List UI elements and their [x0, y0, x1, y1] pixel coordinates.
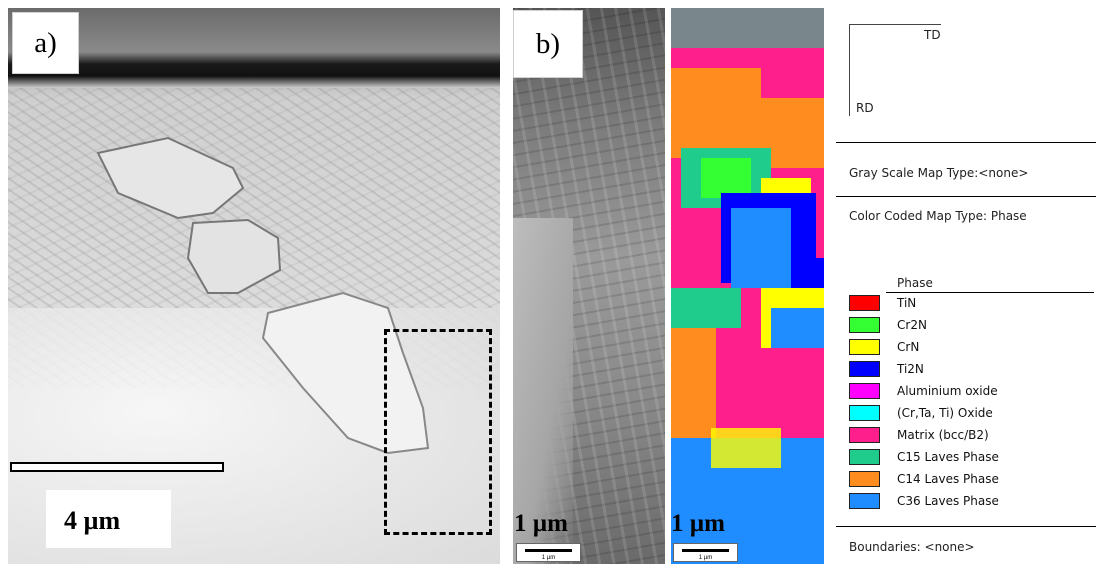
phase-legend: TD RD Gray Scale Map Type:<none> Color C… — [836, 0, 1096, 565]
phase-label-cr-ta-ti-oxide: (Cr,Ta, Ti) Oxide — [897, 406, 993, 420]
sem-image-a — [8, 8, 500, 564]
mini-scale-text-b: 1 µm — [541, 555, 556, 561]
panel-b-label: b) — [513, 10, 583, 78]
phase-label-crn: CrN — [897, 340, 920, 354]
swatch-ti2n — [849, 361, 880, 377]
grain-2 — [186, 218, 282, 294]
rd-axis-line — [849, 24, 850, 116]
phase-label-c14: C14 Laves Phase — [897, 472, 999, 486]
axis-rd-label: RD — [856, 101, 874, 115]
mini-scale-map: 1 µm — [673, 543, 738, 562]
phase-label-cr2n: Cr2N — [897, 318, 927, 332]
phase-label-ti2n: Ti2N — [897, 362, 924, 376]
swatch-tin — [849, 295, 880, 311]
phase-region-c14-left — [671, 68, 761, 158]
mini-scale-text-map: 1 µm — [698, 555, 713, 561]
color-coded-map-type: Color Coded Map Type: Phase — [849, 209, 1027, 223]
phase-label-matrix: Matrix (bcc/B2) — [897, 428, 989, 442]
phase-region-c36-mid — [731, 208, 791, 288]
mini-scale-bar-b — [525, 549, 572, 552]
sem-image-b — [513, 8, 665, 564]
scale-label-a: 4 µm — [64, 506, 121, 535]
ebsd-phase-map — [671, 8, 824, 564]
scale-label-b: 1 µm — [514, 510, 568, 537]
phase-header: Phase — [897, 276, 933, 290]
separator-3 — [836, 526, 1096, 527]
grain-region-b — [513, 218, 573, 564]
phase-region-c36-right — [771, 308, 824, 348]
swatch-cr-ta-ti-oxide — [849, 405, 880, 421]
td-axis-line — [849, 24, 941, 25]
phase-region-c15-lower — [671, 288, 741, 328]
gray-scale-map-type: Gray Scale Map Type:<none> — [849, 166, 1029, 180]
phase-region-c36-top — [671, 8, 824, 48]
separator-2 — [836, 196, 1096, 197]
oxide-layer-region — [8, 8, 500, 88]
swatch-matrix — [849, 427, 880, 443]
swatch-cr2n — [849, 317, 880, 333]
phase-label-c15: C15 Laves Phase — [897, 450, 999, 464]
swatch-c15 — [849, 449, 880, 465]
swatch-crn — [849, 339, 880, 355]
scale-label-box-a — [46, 490, 171, 548]
grain-1 — [96, 136, 245, 220]
phase-region-crn-bottom — [711, 428, 781, 468]
separator-1 — [836, 142, 1096, 143]
phase-region-cr2n — [701, 158, 751, 198]
phase-label-aluminium-oxide: Aluminium oxide — [897, 384, 998, 398]
panel-a-label: a) — [12, 12, 79, 74]
phase-region-ti2n-right — [791, 258, 824, 288]
phase-label-tin: TiN — [897, 296, 917, 310]
axis-td-label: TD — [924, 28, 941, 42]
phase-label-c36: C36 Laves Phase — [897, 494, 999, 508]
scale-label-map: 1 µm — [671, 510, 725, 537]
boundaries-label: Boundaries: <none> — [849, 540, 975, 554]
swatch-aluminium-oxide — [849, 383, 880, 399]
phase-header-rule — [886, 292, 1094, 293]
phase-region-c14-lower — [671, 328, 716, 438]
mini-scale-b: 1 µm — [516, 543, 581, 562]
mini-scale-bar-map — [682, 549, 729, 552]
region-of-interest-box — [384, 329, 492, 535]
swatch-c36 — [849, 493, 880, 509]
swatch-c14 — [849, 471, 880, 487]
scale-bar-a — [10, 462, 224, 472]
